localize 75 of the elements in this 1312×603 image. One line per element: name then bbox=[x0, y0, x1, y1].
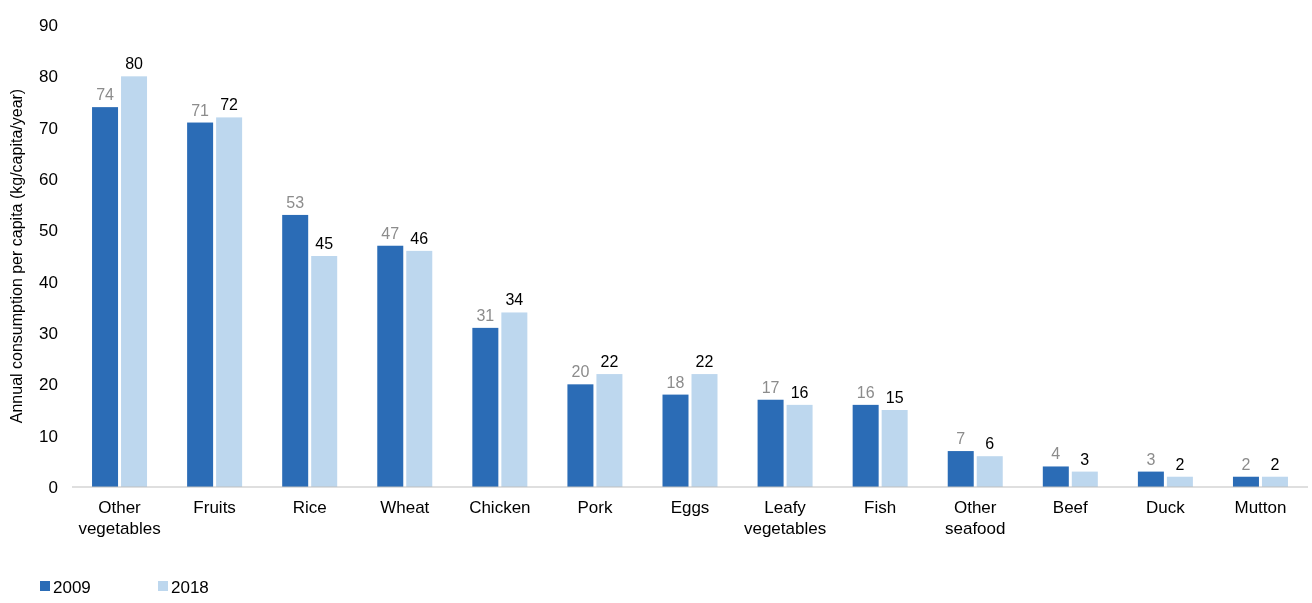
y-tick-label: 80 bbox=[39, 67, 58, 87]
legend-label: 2009 bbox=[53, 578, 91, 597]
bar bbox=[1137, 471, 1164, 487]
bar bbox=[377, 245, 404, 487]
x-tick-label: Mutton bbox=[1234, 498, 1287, 517]
data-label: 7 bbox=[956, 430, 966, 448]
x-tick-label: Wheat bbox=[380, 498, 430, 517]
legend-label: 2018 bbox=[171, 578, 209, 597]
y-tick-label: 70 bbox=[39, 118, 58, 138]
data-label: 3 bbox=[1080, 450, 1090, 468]
data-label: 71 bbox=[191, 101, 210, 119]
x-tick-label: Pork bbox=[577, 498, 613, 517]
data-label: 46 bbox=[410, 229, 429, 247]
x-tick-label: Duck bbox=[1146, 498, 1186, 517]
bar bbox=[311, 256, 338, 487]
data-label: 2 bbox=[1270, 455, 1280, 473]
data-label: 2 bbox=[1175, 455, 1185, 473]
data-label: 16 bbox=[790, 383, 809, 401]
x-tick-label: Fruits bbox=[193, 498, 236, 517]
data-label: 22 bbox=[600, 353, 619, 371]
y-tick-label: 50 bbox=[39, 221, 58, 241]
data-label: 80 bbox=[125, 55, 144, 73]
bar bbox=[947, 451, 974, 487]
data-label: 4 bbox=[1051, 445, 1061, 463]
data-label: 6 bbox=[985, 435, 995, 453]
data-label: 31 bbox=[476, 306, 495, 324]
data-label: 16 bbox=[856, 383, 875, 401]
bar bbox=[596, 374, 623, 487]
x-tick-label: Fish bbox=[864, 498, 897, 517]
bar bbox=[1071, 471, 1098, 487]
y-tick-label: 10 bbox=[39, 426, 58, 446]
bar bbox=[1042, 466, 1069, 487]
y-tick-label: 20 bbox=[39, 375, 58, 395]
data-label: 34 bbox=[505, 291, 524, 309]
bar bbox=[216, 117, 243, 487]
bar bbox=[691, 374, 718, 487]
bar bbox=[501, 312, 528, 487]
bar bbox=[757, 399, 784, 487]
bar bbox=[406, 250, 433, 487]
data-label: 3 bbox=[1146, 450, 1156, 468]
data-label: 74 bbox=[96, 86, 115, 104]
bar bbox=[92, 107, 119, 487]
x-tick-label: Rice bbox=[292, 498, 327, 517]
bar bbox=[472, 327, 499, 487]
bar bbox=[187, 122, 214, 487]
data-label: 20 bbox=[571, 363, 590, 381]
data-label: 18 bbox=[666, 373, 685, 391]
x-tick-label: Leafy vegetables bbox=[743, 498, 827, 538]
x-tick-label: Other vegetables bbox=[78, 498, 161, 538]
bar bbox=[121, 76, 148, 487]
data-label: 45 bbox=[315, 235, 334, 252]
data-label: 17 bbox=[761, 378, 780, 396]
data-label: 53 bbox=[286, 193, 305, 211]
bar bbox=[786, 404, 813, 487]
y-tick-label: 30 bbox=[39, 323, 58, 343]
y-tick-label: 0 bbox=[48, 477, 58, 497]
data-label: 22 bbox=[695, 353, 714, 371]
bar bbox=[852, 404, 879, 487]
data-label: 15 bbox=[885, 389, 904, 406]
x-tick-label: Beef bbox=[1052, 498, 1089, 517]
data-label: 47 bbox=[381, 224, 400, 242]
bar bbox=[976, 456, 1003, 487]
data-label: 2 bbox=[1241, 455, 1251, 473]
bar bbox=[662, 394, 689, 487]
bar bbox=[282, 214, 309, 487]
y-tick-label: 90 bbox=[39, 15, 58, 35]
y-axis-title: Annual consumption per capita (kg/capita/year) bbox=[8, 88, 25, 424]
bar bbox=[881, 410, 908, 487]
data-label: 72 bbox=[220, 96, 239, 114]
x-tick-label: Chicken bbox=[469, 498, 531, 517]
y-tick-label: 40 bbox=[39, 272, 58, 292]
x-tick-label: Eggs bbox=[670, 498, 710, 517]
x-tick-label: Other seafood bbox=[944, 498, 1006, 538]
y-tick-label: 60 bbox=[39, 169, 58, 189]
bar bbox=[567, 384, 594, 487]
